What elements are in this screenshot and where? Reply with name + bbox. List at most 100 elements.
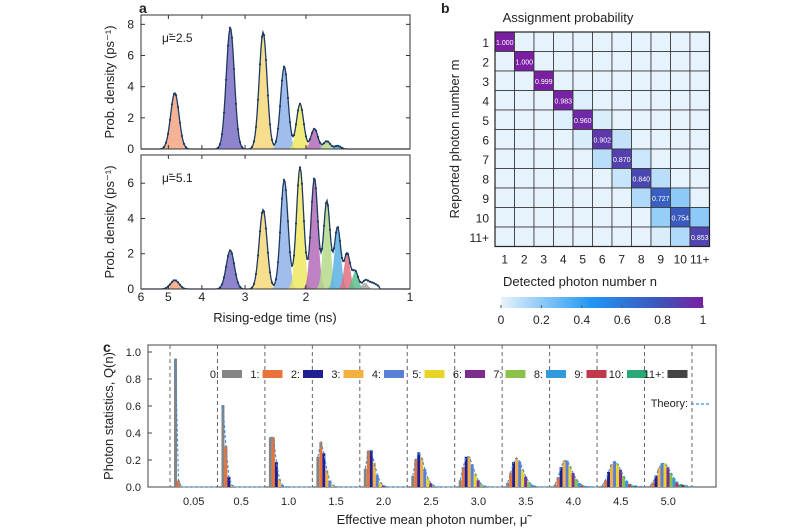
theory-line (412, 451, 455, 488)
heatmap-cell (553, 109, 574, 130)
heatmap-cell (689, 90, 710, 111)
y-axis-label: Photon statistics, Q(n) (101, 352, 116, 480)
x-tick-label: 1.5 (328, 496, 343, 508)
peak-n3 (247, 32, 279, 150)
heatmap-cell (611, 31, 632, 52)
legend-label: 0: (210, 369, 219, 381)
y-tick-label: 1.0 (126, 347, 141, 359)
peak-n3 (247, 209, 279, 289)
peak-n2 (214, 27, 247, 150)
bar-n6 (619, 469, 623, 487)
bar-n3 (610, 464, 614, 487)
legend-swatch (222, 370, 242, 378)
heatmap-cell (670, 90, 691, 111)
heatmap-cell (611, 90, 632, 111)
peak-n8 (325, 227, 350, 289)
bar-n2 (322, 453, 326, 487)
bar-n4 (375, 474, 379, 487)
peak-n9 (335, 253, 360, 289)
heatmap-cell (650, 109, 671, 130)
heatmap-cell (592, 148, 613, 169)
bar-n4 (613, 461, 617, 487)
heatmap-cell (631, 187, 652, 208)
peak-n11 (352, 282, 377, 289)
bar-n5 (473, 473, 477, 487)
heatmap-cell (670, 148, 691, 169)
heatmap-cell (553, 129, 574, 150)
bar-n8 (672, 478, 676, 487)
x-tick-label: 5 (165, 290, 172, 304)
heatmap-cell (533, 207, 554, 228)
heatmap-cell (611, 187, 632, 208)
heatmap-cell (670, 168, 691, 189)
bar-n6 (524, 476, 528, 487)
legend-label: 1: (250, 369, 259, 381)
heatmap-cell (670, 187, 691, 208)
x-tick-label: 5 (579, 253, 586, 267)
y-tick-label: 0 (127, 282, 134, 296)
heatmap-cell (514, 109, 535, 130)
colorbar (501, 297, 703, 308)
cell-value-label: 0.960 (574, 118, 592, 125)
y-tick-label: 3 (482, 75, 489, 89)
bar-n5 (331, 485, 335, 487)
heatmap-cell (572, 168, 593, 189)
heatmap-cell (631, 226, 652, 247)
bar-n9 (628, 483, 632, 487)
heatmap-cell (689, 51, 710, 72)
y-tick-label: 7 (482, 153, 489, 167)
mu-annotation: μ̃=2.5 (162, 31, 193, 45)
bar-n1 (177, 480, 180, 487)
theory-line (270, 436, 313, 488)
heatmap-cell (494, 168, 515, 189)
colorbar-tick-label: 0.6 (614, 313, 631, 327)
bar-n1 (461, 466, 465, 487)
plot-frame (147, 344, 717, 488)
heatmap-cell (533, 109, 554, 130)
bar-n1 (509, 472, 513, 487)
bar-n1 (556, 477, 560, 487)
peak-n10 (343, 271, 368, 289)
x-tick-label: 9 (657, 253, 664, 267)
legend-swatch (667, 370, 688, 378)
x-tick-label: 2 (521, 253, 528, 267)
heatmap-cell (494, 90, 515, 111)
y-tick-label: 0.0 (126, 482, 141, 494)
heatmap-cell (533, 31, 554, 52)
heatmap-cell (689, 187, 710, 208)
bar-n6 (666, 467, 670, 487)
bar-n4 (328, 480, 332, 487)
heatmap-cell (572, 187, 593, 208)
heatmap-cell (514, 226, 535, 247)
heatmap-cell (514, 148, 535, 169)
bar-n3 (230, 485, 234, 487)
heatmap-cell (533, 129, 554, 150)
bar-group-4.0 (553, 460, 598, 488)
panel-a: 0 2 4 6 8 μ̃=2.5 Prob. density (ps⁻¹) 6 5 4 3 2 1 0 2 4… (102, 14, 414, 325)
x-tick-label: 3 (540, 253, 547, 267)
heatmap-cell (572, 51, 593, 72)
bar-n3 (562, 460, 566, 487)
colorbar-tick-label: 0.8 (654, 313, 671, 327)
legend-swatch (303, 370, 323, 378)
bar-n1 (224, 446, 228, 487)
heatmap-cell (553, 148, 574, 169)
y-tick-label: 0.8 (126, 374, 141, 386)
legend-label: 8: (534, 369, 543, 381)
y-tick-label: 0.6 (126, 401, 141, 413)
y-tick-label: 4 (127, 211, 134, 225)
bar-n3 (325, 469, 329, 487)
peak-n1 (158, 280, 192, 289)
y-tick-label: 4 (127, 80, 134, 94)
heatmap-cell (494, 207, 515, 228)
bar-n3 (420, 458, 424, 487)
bar-n3 (277, 478, 281, 487)
heatmap-cell (572, 226, 593, 247)
bar-n2 (274, 462, 278, 487)
bar-n1 (651, 482, 655, 487)
x-tick-label: 3.5 (518, 496, 533, 508)
x-tick-label: 3.0 (471, 496, 486, 508)
theory-line (222, 405, 265, 488)
bar-n10 (631, 485, 635, 487)
